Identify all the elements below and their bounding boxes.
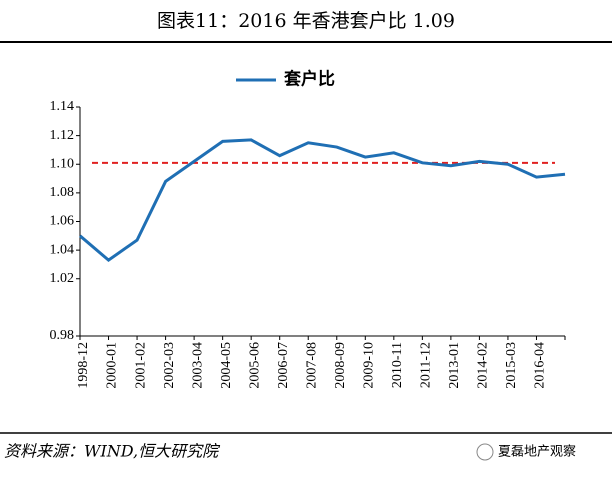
x-tick-label: 2001-02 <box>133 342 148 389</box>
x-tick-label: 2008-09 <box>333 342 348 389</box>
y-tick-label: 1.12 <box>50 128 75 143</box>
y-tick-label: 1.02 <box>50 271 75 286</box>
y-tick-label: 1.04 <box>50 242 75 257</box>
y-tick-label: 1.06 <box>50 214 75 229</box>
x-tick-label: 2006-07 <box>276 342 291 389</box>
x-tick-label: 2015-03 <box>504 342 519 389</box>
y-tick-label: 1.14 <box>50 99 75 114</box>
x-tick-label: 2011-12 <box>419 342 434 388</box>
chart-title: 图表11：2016 年香港套户比 1.09 <box>157 10 455 32</box>
x-tick-label: 2014-02 <box>476 342 491 389</box>
x-tick-label: 2013-01 <box>447 342 462 389</box>
x-tick-label: 2002-03 <box>162 342 177 389</box>
x-tick-label: 2003-04 <box>190 342 205 389</box>
x-tick-label: 2007-08 <box>304 342 319 389</box>
x-tick-label: 2004-05 <box>219 342 234 389</box>
series-line <box>79 138 566 263</box>
y-tick-label: 1.10 <box>50 156 75 171</box>
x-tick-label: 1998-12 <box>76 342 91 389</box>
x-tick-label: 2000-01 <box>105 342 120 389</box>
source: 资料来源：WIND,恒大研究院 <box>4 442 221 461</box>
x-tick-label: 2005-06 <box>247 342 262 389</box>
x-tick-label: 2010-11 <box>390 342 405 388</box>
y-tick-label: 1.08 <box>50 185 75 200</box>
legend-label: 套户比 <box>283 69 335 90</box>
watermark-icon <box>476 443 494 461</box>
y-tick-label: 0.98 <box>50 328 75 343</box>
watermark: 夏磊地产观察 <box>498 445 576 460</box>
x-tick-label: 2016-04 <box>533 342 548 389</box>
x-tick-label: 2009-10 <box>362 342 377 389</box>
